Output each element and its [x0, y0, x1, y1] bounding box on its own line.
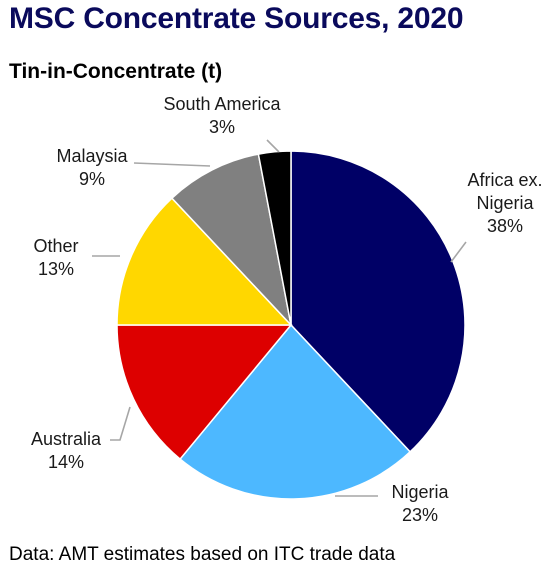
chart-title: MSC Concentrate Sources, 2020: [9, 2, 464, 35]
source-note: Data: AMT estimates based on ITC trade d…: [9, 544, 396, 565]
leader-line-africa-ex-nigeria: [450, 241, 467, 263]
data-label-south-america: South America 3%: [163, 94, 281, 137]
data-label-africa-ex-nigeria: Africa ex. Nigeria 38%: [467, 170, 542, 236]
pie-slice-other: [116, 197, 293, 326]
leader-line-malaysia: [133, 162, 211, 167]
data-label-nigeria: Nigeria 23%: [391, 482, 449, 525]
data-label-other: Other 13%: [33, 236, 78, 279]
leader-line-south-america: [266, 139, 280, 153]
pie-chart: Africa ex. Nigeria 38% Nigeria 23% Australia 1…: [31, 94, 543, 525]
data-label-malaysia: Malaysia 9%: [56, 146, 128, 189]
leader-line-australia: [110, 406, 131, 441]
pie-slice-australia: [116, 324, 293, 461]
pie-slice-nigeria: [179, 323, 412, 500]
pie-slice-south-america: [257, 150, 292, 326]
chart-subtitle: Tin-in-Concentrate (t): [9, 60, 223, 83]
pie-slice-malaysia: [170, 153, 293, 328]
data-label-australia: Australia 14%: [31, 429, 102, 472]
